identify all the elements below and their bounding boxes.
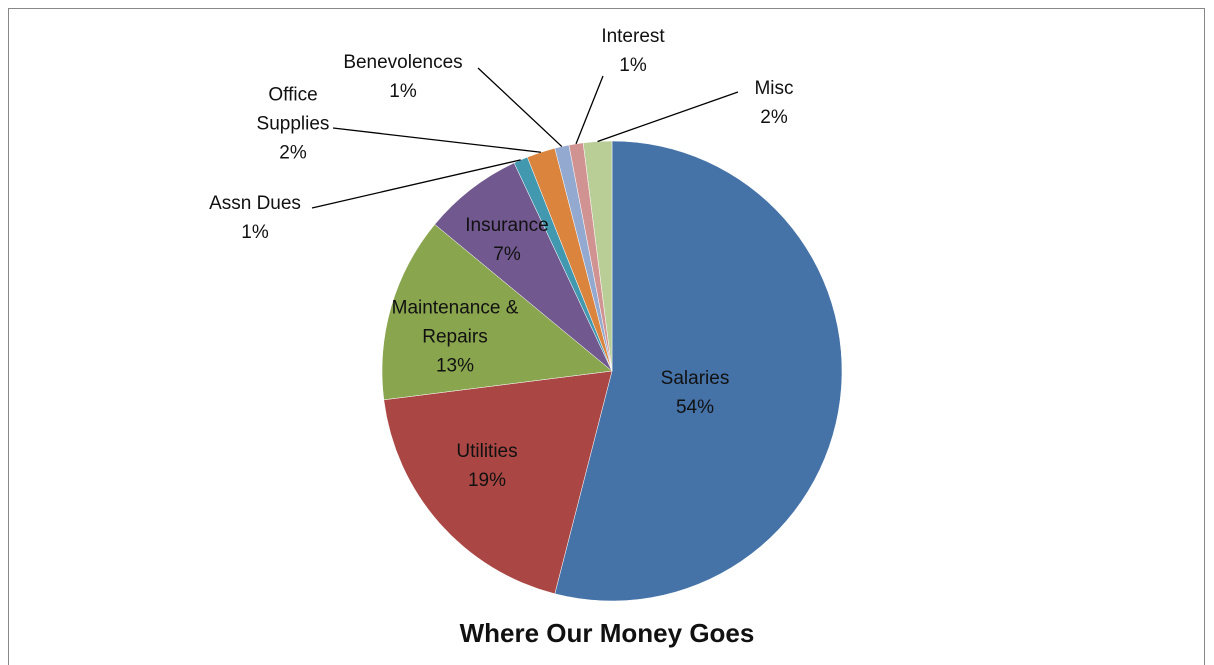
data-label: Utilities 19% xyxy=(456,437,517,495)
value-label: 1% xyxy=(241,222,269,243)
data-label: Assn Dues 1% xyxy=(209,189,301,247)
data-label: Maintenance & Repairs 13% xyxy=(385,294,525,381)
leader-line xyxy=(477,67,563,148)
category-label: Salaries xyxy=(660,368,730,389)
leader-line xyxy=(575,75,604,145)
value-label: 2% xyxy=(760,107,788,128)
pie-slice xyxy=(383,370,613,595)
category-label: Insurance xyxy=(465,215,549,236)
chart-title: Where Our Money Goes xyxy=(459,618,755,648)
category-label: Benevolences xyxy=(343,52,463,73)
value-label: 19% xyxy=(467,470,507,491)
pie-slice xyxy=(381,224,613,401)
data-label: Salaries 54% xyxy=(661,364,730,422)
pie-slice xyxy=(434,162,613,372)
data-label: Interest 1% xyxy=(601,22,664,80)
category-label: Misc xyxy=(754,78,794,99)
category-label: Utilities xyxy=(456,441,518,462)
pie-slice xyxy=(554,140,843,602)
value-label: 1% xyxy=(389,81,417,102)
leader-line xyxy=(311,159,521,209)
data-label: Benevolences 1% xyxy=(343,48,462,106)
value-label: 7% xyxy=(493,244,521,265)
data-label: Insurance 7% xyxy=(465,211,548,269)
leader-line xyxy=(332,127,542,153)
value-label: 1% xyxy=(619,55,647,76)
leader-line xyxy=(597,91,739,143)
data-label: Misc 2% xyxy=(754,74,793,132)
value-label: 2% xyxy=(279,142,307,164)
value-label: 54% xyxy=(675,397,715,418)
category-label: Office Supplies xyxy=(256,84,330,135)
category-label: Maintenance & Repairs xyxy=(391,297,519,348)
data-label: Office Supplies 2% xyxy=(248,81,338,168)
category-label: Assn Dues xyxy=(209,193,301,214)
category-label: Interest xyxy=(601,26,665,47)
pie-slice xyxy=(582,140,613,372)
value-label: 13% xyxy=(435,355,475,377)
chart-border xyxy=(8,8,1205,665)
